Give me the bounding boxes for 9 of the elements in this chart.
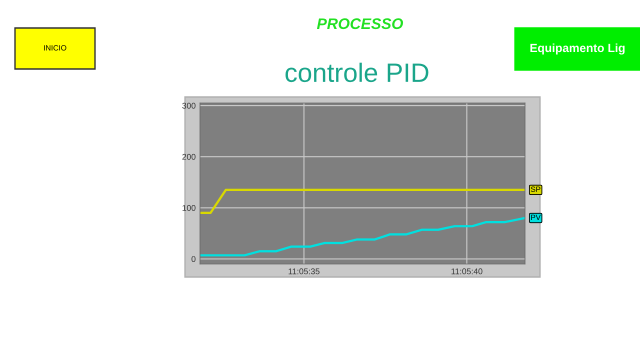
y-tick-label: 300 — [182, 102, 196, 109]
y-tick-label: 100 — [182, 204, 196, 211]
y-tick-label: 200 — [182, 154, 196, 160]
y-tick-label: 0 — [192, 256, 196, 262]
chart-title: PROCESSO — [316, 18, 404, 30]
chart-subtitle: controle PID — [286, 62, 428, 82]
text: Equipamento Lig — [530, 43, 625, 55]
x-tick-label: 11:05:40 — [452, 268, 482, 274]
x-tick-label: 11:05:35 — [288, 268, 320, 274]
